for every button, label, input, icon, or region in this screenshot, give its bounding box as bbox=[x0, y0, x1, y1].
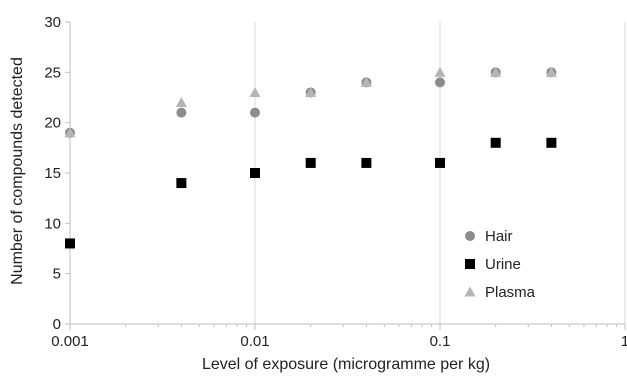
urine-point bbox=[361, 157, 372, 168]
hair-point bbox=[435, 77, 445, 88]
x-tick-label: 0.001 bbox=[51, 333, 89, 350]
plasma-point bbox=[305, 86, 317, 97]
y-tick-label: 15 bbox=[44, 165, 61, 182]
hair-point bbox=[176, 107, 187, 118]
data-points bbox=[64, 66, 557, 249]
x-axis-label: Level of exposure (microgramme per kg) bbox=[202, 356, 490, 373]
urine-point bbox=[305, 157, 316, 168]
urine-point bbox=[435, 157, 445, 168]
y-tick-label: 20 bbox=[44, 115, 61, 132]
y-tick-label: 5 bbox=[53, 266, 61, 283]
y-axis-label: Number of compounds detected bbox=[9, 57, 26, 285]
urine-point bbox=[250, 168, 260, 178]
y-tick-label: 0 bbox=[53, 316, 61, 333]
plasma-point bbox=[360, 76, 372, 87]
axes bbox=[65, 21, 626, 330]
y-tick-label: 25 bbox=[44, 64, 61, 81]
x-tick-label: 0.1 bbox=[430, 333, 451, 350]
legend-marker-plasma bbox=[464, 286, 476, 297]
plasma-point bbox=[175, 97, 187, 108]
legend-label-urine: Urine bbox=[485, 256, 521, 273]
y-tick-label: 10 bbox=[44, 215, 61, 232]
legend: Hair Urine Plasma bbox=[464, 228, 536, 301]
x-tick-label: 0.01 bbox=[240, 333, 269, 350]
legend-marker-hair bbox=[465, 231, 475, 241]
plasma-point bbox=[434, 66, 446, 77]
urine-point bbox=[490, 137, 501, 148]
plasma-point bbox=[545, 66, 557, 77]
urine-point bbox=[65, 238, 75, 249]
legend-label-plasma: Plasma bbox=[485, 284, 536, 301]
plasma-point bbox=[64, 127, 76, 138]
x-tick-label: 1 bbox=[621, 333, 627, 350]
legend-label-hair: Hair bbox=[485, 228, 513, 245]
plasma-point bbox=[490, 66, 502, 77]
legend-marker-urine bbox=[465, 259, 475, 269]
urine-point bbox=[176, 178, 187, 189]
y-tick-label: 30 bbox=[44, 14, 61, 31]
urine-point bbox=[546, 137, 557, 148]
plasma-point bbox=[249, 86, 261, 97]
hair-point bbox=[250, 107, 260, 118]
